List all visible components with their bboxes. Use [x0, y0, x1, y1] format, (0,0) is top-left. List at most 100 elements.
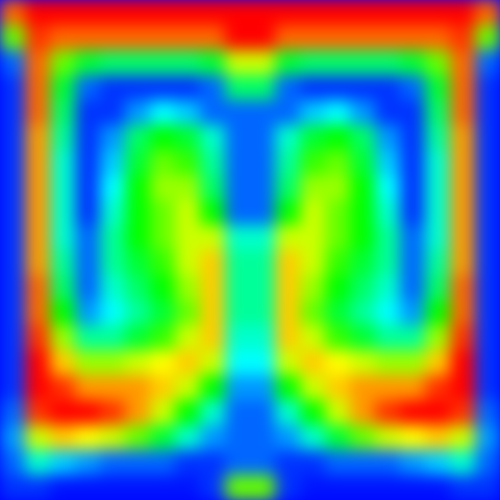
- cell: [375, 325, 401, 351]
- cell: [300, 175, 326, 201]
- cell: [450, 150, 476, 176]
- cell: [250, 25, 276, 51]
- cell: [400, 300, 426, 326]
- cell: [475, 375, 500, 401]
- cell: [150, 225, 176, 251]
- cell: [225, 425, 251, 451]
- chart-root: [0, 0, 500, 500]
- cell: [250, 100, 276, 126]
- cell: [425, 75, 451, 101]
- cell: [75, 75, 101, 101]
- cell: [200, 100, 226, 126]
- cell: [300, 125, 326, 151]
- cell: [150, 250, 176, 276]
- cell: [475, 400, 500, 426]
- cell: [50, 125, 76, 151]
- cell: [100, 50, 126, 76]
- cell: [475, 325, 500, 351]
- cell: [150, 200, 176, 226]
- cell: [175, 75, 201, 101]
- cell: [450, 300, 476, 326]
- cell: [50, 475, 76, 500]
- cell: [325, 100, 351, 126]
- cell: [0, 450, 26, 476]
- cell: [175, 125, 201, 151]
- cell: [325, 225, 351, 251]
- cell: [200, 425, 226, 451]
- cell: [275, 325, 301, 351]
- cell: [250, 75, 276, 101]
- cell: [275, 425, 301, 451]
- cell: [0, 75, 26, 101]
- cell: [125, 375, 151, 401]
- cell: [200, 250, 226, 276]
- cell: [25, 100, 51, 126]
- cell: [475, 25, 500, 51]
- cell: [25, 25, 51, 51]
- cell: [25, 275, 51, 301]
- cell: [300, 475, 326, 500]
- cell: [200, 325, 226, 351]
- cell: [75, 350, 101, 376]
- cell: [300, 75, 326, 101]
- cell: [50, 175, 76, 201]
- cell: [75, 325, 101, 351]
- cell: [100, 300, 126, 326]
- cell: [450, 200, 476, 226]
- cell: [175, 150, 201, 176]
- cell: [475, 200, 500, 226]
- cell: [300, 200, 326, 226]
- cell: [0, 250, 26, 276]
- cell: [325, 150, 351, 176]
- cell: [325, 400, 351, 426]
- cell: [425, 350, 451, 376]
- cell: [400, 125, 426, 151]
- cell: [325, 375, 351, 401]
- cell: [225, 450, 251, 476]
- cell: [175, 100, 201, 126]
- cell: [50, 250, 76, 276]
- cell: [150, 425, 176, 451]
- cell: [200, 200, 226, 226]
- cell: [450, 275, 476, 301]
- cells: [0, 0, 500, 500]
- cell: [125, 300, 151, 326]
- cell: [350, 250, 376, 276]
- cell: [75, 225, 101, 251]
- cell: [325, 425, 351, 451]
- cell: [125, 425, 151, 451]
- cell: [225, 75, 251, 101]
- cell: [125, 225, 151, 251]
- cell: [100, 100, 126, 126]
- cell: [425, 100, 451, 126]
- cell: [475, 0, 500, 26]
- cell: [100, 325, 126, 351]
- cell: [0, 300, 26, 326]
- cell: [100, 275, 126, 301]
- cell: [100, 75, 126, 101]
- cell: [125, 400, 151, 426]
- cell: [275, 0, 301, 26]
- cell: [75, 250, 101, 276]
- cell: [425, 375, 451, 401]
- cell: [75, 400, 101, 426]
- cell: [325, 175, 351, 201]
- cell: [350, 375, 376, 401]
- cell: [75, 150, 101, 176]
- cell: [0, 50, 26, 76]
- cell: [375, 150, 401, 176]
- cell: [175, 350, 201, 376]
- cell: [300, 50, 326, 76]
- cell: [75, 200, 101, 226]
- cell: [25, 150, 51, 176]
- cell: [25, 175, 51, 201]
- cell: [225, 125, 251, 151]
- cell: [50, 400, 76, 426]
- cell: [425, 325, 451, 351]
- cell: [200, 225, 226, 251]
- cell: [325, 275, 351, 301]
- cell: [475, 75, 500, 101]
- cell: [350, 175, 376, 201]
- cell: [200, 375, 226, 401]
- cell: [25, 425, 51, 451]
